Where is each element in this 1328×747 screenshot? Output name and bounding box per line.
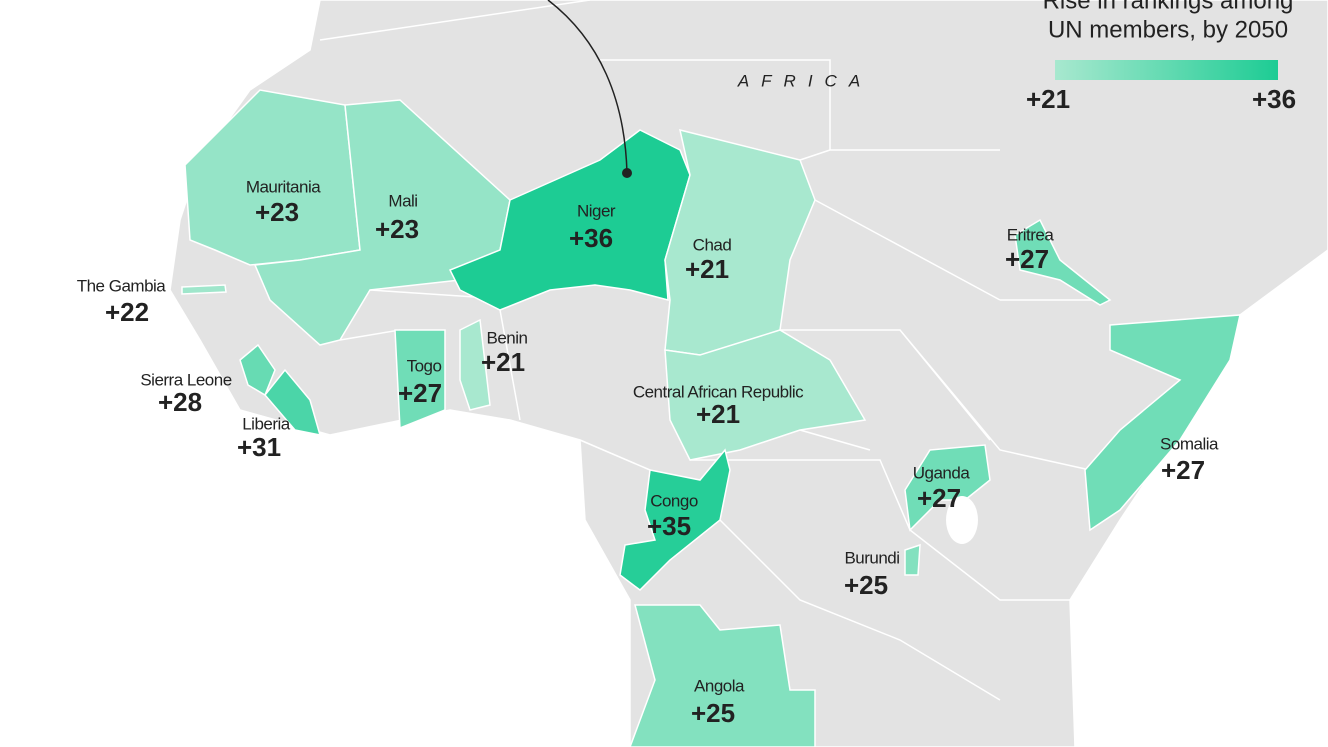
country-value: +27 (917, 483, 961, 513)
country-value: +23 (375, 214, 419, 244)
country-name: Somalia (1160, 434, 1219, 453)
country-shape (664, 329, 867, 461)
country-name: Mali (388, 191, 417, 210)
country-shape (1084, 314, 1241, 532)
country-shape (904, 444, 991, 532)
country-value: +27 (1161, 455, 1205, 485)
country-name: Benin (487, 328, 528, 347)
country-value: +21 (685, 254, 729, 284)
country-shape (394, 329, 446, 430)
country-value: +36 (569, 223, 613, 253)
country-name: Congo (650, 491, 698, 510)
country-value: +28 (158, 387, 202, 417)
country-shape (264, 368, 322, 436)
country-name: Burundi (844, 548, 899, 567)
country-value: +27 (398, 378, 442, 408)
country-name: Niger (577, 201, 616, 220)
region-label: AFRICA (737, 71, 872, 90)
country-name: Eritrea (1007, 225, 1055, 244)
country-shape (619, 448, 731, 591)
country-shape (181, 284, 227, 295)
legend-title: UN members, by 2050 (1048, 16, 1288, 43)
annotation-line (547, 0, 628, 174)
country-value: +23 (255, 197, 299, 227)
country-value: +21 (481, 347, 525, 377)
legend-min: +21 (1026, 84, 1070, 114)
country-shape (629, 604, 816, 747)
country-value: +25 (691, 698, 735, 728)
country-shape (459, 318, 491, 411)
legend-scale (1055, 60, 1278, 80)
country-value: +35 (647, 511, 691, 541)
country-value: +21 (696, 399, 740, 429)
annotation-dot (622, 168, 632, 178)
country-name: Mauritania (246, 177, 321, 196)
country-name: Chad (693, 235, 732, 254)
country-name: Togo (407, 356, 442, 375)
legend-max: +36 (1252, 84, 1296, 114)
country-name: Angola (694, 676, 745, 695)
lake (946, 496, 978, 544)
country-value: +25 (844, 570, 888, 600)
country-shape (1014, 218, 1112, 306)
country-shape (904, 543, 921, 576)
country-name: Central African Republic (633, 382, 804, 401)
legend-title: Rise in rankings among (1043, 0, 1294, 14)
country-name: Uganda (913, 463, 971, 482)
country-name: Liberia (242, 414, 291, 433)
country-name: The Gambia (77, 276, 167, 295)
country-shape (239, 343, 276, 397)
country-name: Sierra Leone (140, 370, 231, 389)
country-value: +31 (237, 432, 281, 462)
country-value: +27 (1005, 244, 1049, 274)
country-value: +22 (105, 297, 149, 327)
